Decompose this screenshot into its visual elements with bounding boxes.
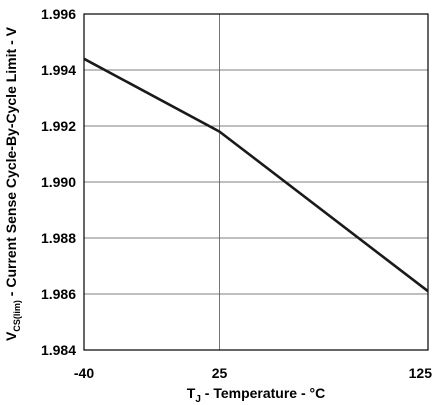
y-tick-label: 1.994	[41, 62, 76, 78]
x-axis-label-main: T	[187, 385, 196, 401]
x-axis-label-subscript: J	[195, 394, 201, 405]
y-tick-label: 1.986	[41, 286, 76, 302]
x-axis-label: TJ - Temperature - °C	[187, 385, 325, 405]
grid-lines	[83, 13, 429, 351]
plot-frame	[83, 13, 429, 351]
x-tick-label: 125	[409, 365, 433, 381]
y-tick-label: 1.990	[41, 174, 76, 190]
y-tick-label: 1.996	[41, 6, 76, 22]
x-tick-label: -40	[74, 365, 94, 381]
y-axis-label: VCS(lim) - Current Sense Cycle-By-Cycle …	[3, 26, 22, 341]
y-axis-label-subscript: CS(lim)	[12, 300, 22, 332]
x-axis-label-rest: - Temperature - °C	[201, 385, 325, 401]
y-tick-label: 1.988	[41, 230, 76, 246]
x-tick-label: 25	[212, 365, 228, 381]
y-tick-labels: 1.984 1.986 1.988 1.990 1.992 1.994 1.996	[41, 6, 76, 358]
y-tick-label: 1.992	[41, 118, 76, 134]
y-axis-label-rest: - Current Sense Cycle-By-Cycle Limit - V	[3, 26, 19, 300]
x-tick-labels: -40 25 125	[74, 365, 432, 381]
y-axis-label-main: V	[3, 331, 19, 341]
y-tick-label: 1.984	[41, 342, 76, 358]
series-line	[83, 57, 429, 293]
